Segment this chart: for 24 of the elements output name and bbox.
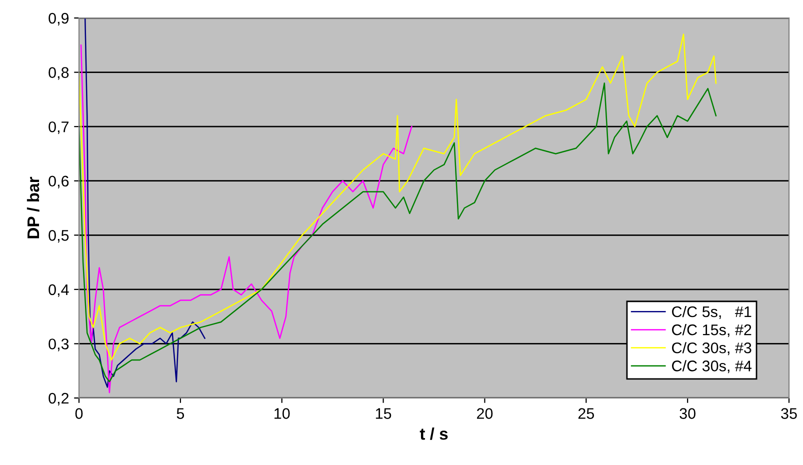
- y-tick-label: 0,6: [48, 176, 69, 188]
- x-tick-label: 20: [476, 408, 493, 419]
- y-tick-label: 0,4: [48, 284, 69, 297]
- y-tick-label: 0,3: [48, 338, 69, 352]
- legend-label: C/C 15s, #2: [672, 324, 752, 338]
- x-tick-label: 10: [274, 408, 290, 419]
- line-series: [80, 44, 412, 394]
- y-tick-label: 0,7: [48, 121, 69, 134]
- x-tick-label: 35: [781, 408, 797, 419]
- legend-label: C/C 30s, #3: [672, 342, 752, 356]
- x-tick-label: 15: [376, 408, 392, 419]
- legend-label: C/C 30s, #4: [672, 360, 752, 374]
- x-tick-label: 5: [176, 408, 184, 419]
- y-tick-label: 0,8: [48, 67, 69, 80]
- x-tick-label: 30: [680, 408, 696, 419]
- y-axis-title: DP / bar: [26, 176, 40, 238]
- y-tick-label: 0,5: [48, 230, 69, 243]
- y-tick-label: 0,2: [48, 392, 69, 406]
- line-series: [84, 18, 206, 388]
- legend-label: C/C 5s, #1: [672, 306, 752, 319]
- x-axis-title: t / s: [420, 428, 448, 440]
- x-tick-label: 0: [75, 408, 83, 419]
- y-tick-label: 0,9: [48, 12, 69, 26]
- x-tick-label: 25: [578, 408, 594, 419]
